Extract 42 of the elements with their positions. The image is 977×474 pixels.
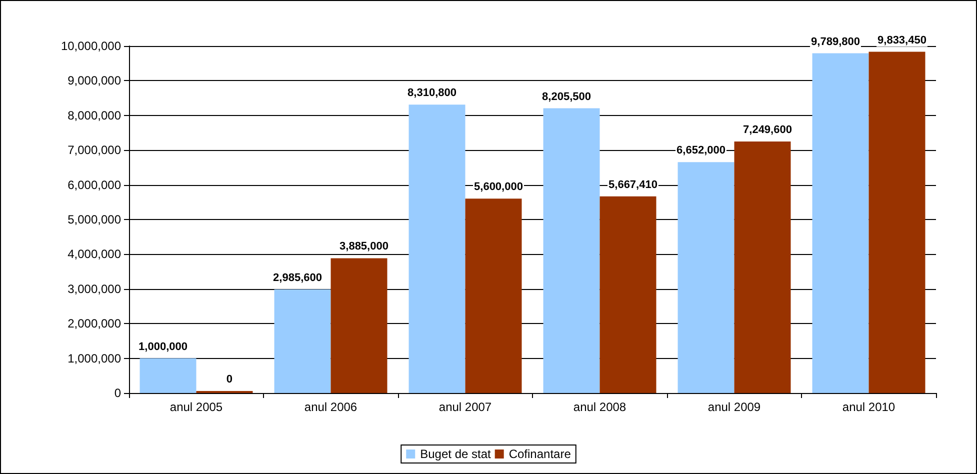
y-tick-label: 2,000,000 [68,316,122,331]
y-tick-label: 1,000,000 [68,351,122,366]
y-tick-label: 10,000,000 [60,39,122,53]
bar [465,198,522,393]
data-label: 5,667,410 [608,178,658,191]
bar [734,141,791,393]
data-label: 8,205,500 [542,90,591,103]
bar [408,104,466,393]
data-label: 5,600,000 [474,181,523,194]
data-label: 8,310,800 [408,87,456,100]
bar [330,258,388,393]
x-tick-label: anul 2010 [842,400,896,414]
x-tick-label: anul 2005 [170,400,223,414]
x-tick-label: anul 2006 [304,400,358,414]
bar [600,196,656,393]
y-tick-label: 4,000,000 [68,247,122,262]
y-tick-label: 9,000,000 [68,74,122,88]
x-tick-label: anul 2007 [438,400,492,414]
data-label: 6,652,000 [676,144,726,157]
data-label: 1,000,000 [138,340,188,353]
data-label: 9,789,800 [811,36,860,48]
data-label: 7,249,600 [743,124,792,136]
data-label: 2,985,600 [273,272,322,284]
y-tick-label: 5,000,000 [68,212,122,226]
x-tick-label: anul 2008 [573,400,626,414]
data-label: 0 [226,374,233,386]
y-tick-label: 8,000,000 [68,108,122,122]
legend-label: Cofinantare [508,447,572,461]
bar [812,53,869,393]
y-tick-label: 3,000,000 [68,282,122,296]
y-tick-label: 6,000,000 [68,178,122,192]
y-tick-label: 7,000,000 [68,143,122,158]
bar [678,162,734,393]
bar [140,358,196,393]
x-tick-label: anul 2009 [708,400,761,414]
data-label: 9,833,450 [878,34,926,46]
bar [868,52,926,393]
bar [274,289,331,393]
legend-label: Buget de stat [420,447,492,461]
bar [543,108,600,393]
y-tick-label: 0 [114,386,122,400]
data-label: 3,885,000 [340,240,388,253]
